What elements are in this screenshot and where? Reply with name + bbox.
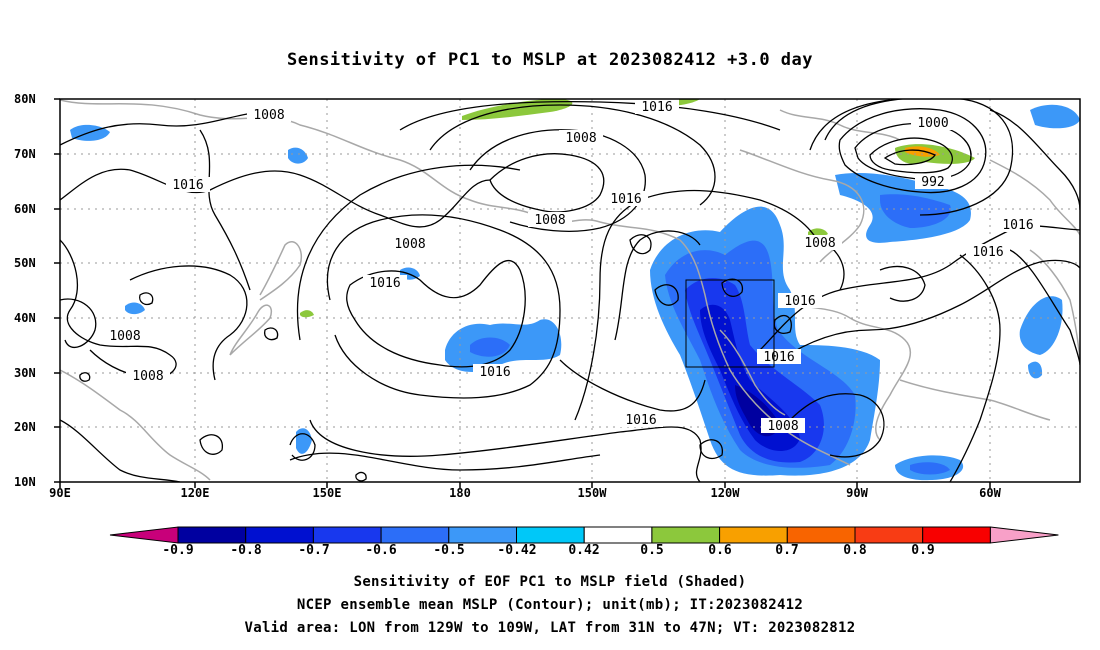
colorbar-segment	[922, 526, 991, 544]
colorbar-label: 0.5	[640, 543, 664, 558]
contour-label: 1016	[1002, 218, 1033, 233]
colorbar-label: 0.8	[843, 543, 867, 558]
lon-tick-label: 120E	[180, 486, 210, 500]
map-title: Sensitivity of PC1 to MSLP at 2023082412…	[286, 50, 813, 70]
colorbar-label: -0.8	[230, 543, 262, 558]
contour-label: 1008	[253, 108, 284, 123]
colorbar-segment	[312, 526, 382, 544]
lon-tick-label: 60W	[979, 486, 1001, 500]
colorbar-segment	[245, 526, 314, 544]
contour-label: 992	[921, 175, 944, 190]
plot-frame	[59, 98, 1081, 483]
colorbar-label: 0.42	[568, 543, 600, 558]
coastlines	[60, 99, 1080, 481]
colorbar-label: -0.6	[365, 543, 397, 558]
lon-tick-label: 90E	[49, 486, 71, 500]
contour-label: 1008	[109, 329, 140, 344]
contour-label: 1016	[479, 365, 510, 380]
contour-label-group: 1008 1016 1008 1016 1008 1016 1008 1016 …	[103, 99, 1040, 434]
colorbar-segment	[786, 526, 856, 544]
lon-tick-label: 150E	[312, 486, 342, 500]
footer-line-2: NCEP ensemble mean MSLP (Contour); unit(…	[296, 597, 804, 613]
colorbar-segment	[448, 526, 517, 544]
contour-label: 1016	[641, 100, 672, 115]
lat-tick-label: 60N	[14, 202, 36, 216]
lat-tick-label: 20N	[14, 420, 36, 434]
valid-area-box	[685, 279, 775, 368]
colorbar-label: -0.5	[433, 543, 465, 558]
colorbar-label: 0.7	[775, 543, 799, 558]
colorbar-segment	[380, 526, 450, 544]
colorbar-left-triangle	[109, 526, 179, 544]
lat-tick-label: 10N	[14, 475, 36, 489]
lat-tick-label: 80N	[14, 92, 36, 106]
lat-tick-label: 40N	[14, 311, 36, 325]
colorbar-label: -0.7	[298, 543, 330, 558]
contour-label: 1016	[784, 294, 815, 309]
contour-label: 1008	[565, 131, 596, 146]
contour-label: 1008	[804, 236, 835, 251]
contour-label: 1008	[534, 213, 565, 228]
colorbar-label: -0.42	[497, 543, 537, 558]
contour-label: 1016	[625, 413, 656, 428]
axis-ticks	[54, 98, 991, 488]
contour-label: 1016	[369, 276, 400, 291]
footer-line-3: Valid area: LON from 129W to 109W, LAT f…	[244, 620, 856, 636]
contour-label: 1016	[763, 350, 794, 365]
colorbar-segment	[516, 526, 585, 544]
colorbar-segment	[651, 526, 721, 544]
contour-label: 1000	[917, 116, 948, 131]
mslp-contours	[60, 99, 1080, 482]
colorbar-label: -0.9	[162, 543, 194, 558]
colorbar-label: 0.6	[708, 543, 732, 558]
colorbar-right-triangle	[989, 526, 1059, 544]
lon-tick-label: 180	[449, 486, 471, 500]
shaded-sensitivity	[70, 99, 1080, 481]
colorbar-segment	[854, 526, 924, 544]
contour-label: 1008	[394, 237, 425, 252]
lon-tick-label: 120W	[710, 486, 740, 500]
contour-label: 1016	[610, 192, 641, 207]
contour-label: 1008	[132, 369, 163, 384]
lon-tick-label: 150W	[577, 486, 607, 500]
lon-tick-label: 90W	[846, 486, 868, 500]
contour-label: 1008	[767, 419, 798, 434]
contour-label: 1016	[972, 245, 1003, 260]
colorbar-segment	[177, 526, 247, 544]
lat-tick-label: 30N	[14, 366, 36, 380]
colorbar-segment	[719, 526, 788, 544]
lat-tick-label: 50N	[14, 256, 36, 270]
contour-label: 1016	[172, 178, 203, 193]
colorbar-label: 0.9	[911, 543, 935, 558]
lat-tick-label: 70N	[14, 147, 36, 161]
colorbar-segment	[583, 526, 653, 544]
footer-line-1: Sensitivity of EOF PC1 to MSLP field (Sh…	[353, 574, 747, 590]
